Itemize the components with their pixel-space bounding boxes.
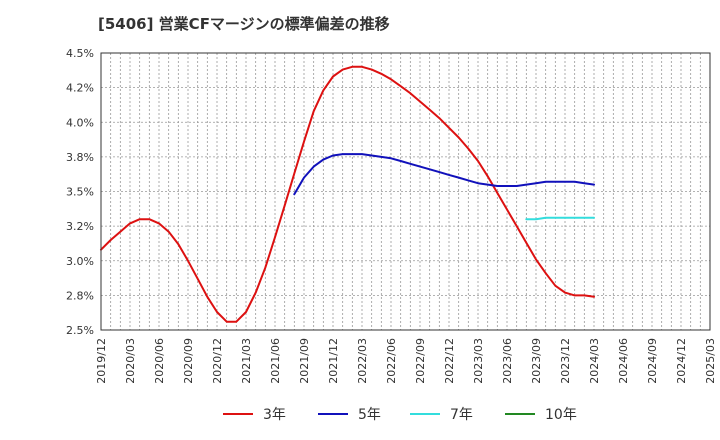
y-tick-label: 3.0% [66,255,94,268]
y-tick-label: 3.2% [66,220,94,233]
x-axis: 2019/12 2020/03 2020/06 2020/09 2020/12 2021/… [95,338,717,384]
legend-label: 3年 [263,407,286,423]
x-tick-label: 2019/12 [95,338,108,384]
x-tick-label: 2020/09 [182,338,195,384]
x-tick-label: 2024/06 [617,338,630,384]
x-tick-label: 2023/03 [472,338,485,384]
x-tick-label: 2024/12 [675,338,688,384]
x-tick-label: 2024/03 [588,338,601,384]
x-tick-label: 2024/09 [646,338,659,384]
x-tick-label: 2023/06 [501,338,514,384]
x-tick-label: 2022/12 [443,338,456,384]
x-tick-label: 2020/12 [211,338,224,384]
x-tick-label: 2023/12 [559,338,572,384]
series-line-3 [525,216,595,221]
chart-title: [5406] 営業CFマージンの標準偏差の推移 [98,15,390,33]
legend-label: 5年 [358,407,381,423]
x-tick-label: 2021/09 [298,338,311,384]
plot-frame [100,52,711,331]
x-tick-label: 2022/09 [414,338,427,384]
x-tick-label: 2021/06 [269,338,282,384]
legend-label: 7年 [450,407,473,423]
y-tick-label: 4.2% [66,82,94,95]
x-tick-label: 2020/06 [153,338,166,384]
legend-label: 10年 [545,407,577,423]
x-tick-label: 2022/03 [356,338,369,384]
grid [101,53,710,330]
x-tick-label: 2022/06 [385,338,398,384]
series-line-1 [100,65,595,323]
x-tick-label: 2025/03 [704,338,717,384]
series-lines [100,65,595,323]
y-tick-label: 3.5% [66,186,94,199]
legend: 3年 5年 7年 10年 [223,407,577,423]
y-axis: 2.5% 2.8% 3.0% 3.2% 3.5% 3.8% 4.0% 4.2% 4.5% [66,47,94,337]
y-tick-label: 2.5% [66,324,94,337]
series-line-2 [293,153,595,196]
x-tick-label: 2020/03 [124,338,137,384]
y-tick-label: 4.5% [66,47,94,60]
x-tick-label: 2021/03 [240,338,253,384]
x-tick-label: 2021/12 [327,338,340,384]
x-tick-label: 2023/09 [530,338,543,384]
y-tick-label: 3.8% [66,151,94,164]
y-tick-label: 4.0% [66,116,94,129]
y-tick-label: 2.8% [66,289,94,302]
